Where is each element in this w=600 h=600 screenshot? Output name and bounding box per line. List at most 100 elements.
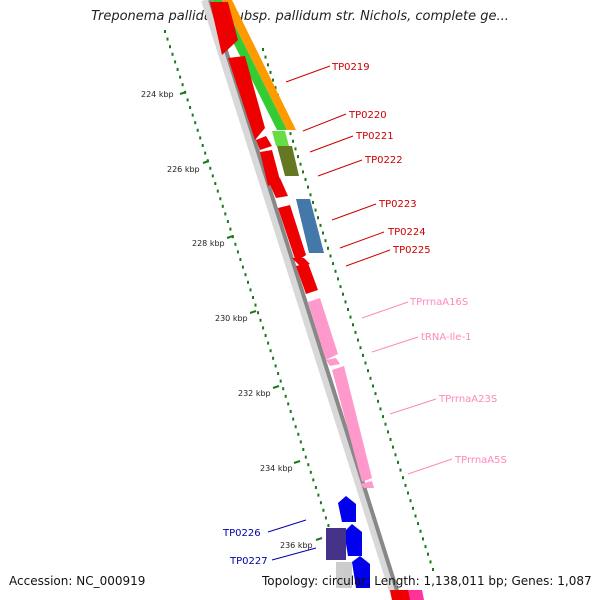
scale-dot xyxy=(262,326,265,330)
track-dot xyxy=(427,552,429,556)
steelblue-block xyxy=(296,199,324,253)
gray-gene xyxy=(336,562,352,588)
scale-ticks xyxy=(179,91,323,541)
scale-dot xyxy=(319,501,322,505)
gene-label-tprrnaa23s[interactable]: TPrrnaA23S xyxy=(438,394,497,405)
gene-label-tp0222[interactable]: TP0222 xyxy=(364,155,403,166)
scale-dot xyxy=(287,402,290,406)
scale-dot xyxy=(267,341,270,345)
gene-arrow xyxy=(278,205,306,262)
rrna-5s xyxy=(360,481,374,488)
scale-label: 234 kbp xyxy=(260,464,293,473)
scale-dot xyxy=(312,478,315,482)
track-dot xyxy=(309,193,312,197)
scale-labels: 224 kbp 226 kbp 228 kbp 230 kbp 232 kbp … xyxy=(141,90,313,550)
gene-label-tp0225[interactable]: TP0225 xyxy=(392,245,431,256)
track-dot xyxy=(392,445,394,449)
scale-dot xyxy=(194,121,197,125)
genome-backbone xyxy=(201,0,402,600)
bottom-bands xyxy=(390,590,412,600)
scale-dot xyxy=(199,136,202,140)
scale-dot xyxy=(304,455,307,459)
track-dot xyxy=(369,376,372,380)
gene-label-tp0220[interactable]: TP0220 xyxy=(348,110,387,121)
scale-dot xyxy=(166,37,169,41)
track-dot xyxy=(319,223,322,227)
scale-dot xyxy=(277,372,280,375)
track-dot xyxy=(432,568,434,571)
scale-dot xyxy=(171,52,174,56)
gene-label-tprrnaa16s[interactable]: TPrrnaA16S xyxy=(409,297,468,308)
scale-dot xyxy=(247,280,249,284)
gene-label-tp0227[interactable]: TP0227 xyxy=(229,556,268,567)
scale-dot xyxy=(309,470,312,474)
scale-dot xyxy=(314,486,317,489)
scale-dot xyxy=(174,60,177,64)
gene-arrow xyxy=(296,263,318,294)
track-dot xyxy=(349,315,352,319)
track-dot xyxy=(409,499,412,503)
scale-dot xyxy=(284,394,287,398)
gene-arrow xyxy=(210,2,238,55)
gene-label-tp0223[interactable]: TP0223 xyxy=(378,199,417,210)
orange-band xyxy=(222,0,296,130)
track-dot xyxy=(297,155,299,159)
track-dot xyxy=(387,430,389,434)
track-dot xyxy=(322,231,324,235)
scale-dot xyxy=(282,387,285,391)
track-dot xyxy=(269,70,272,74)
scale-dot xyxy=(196,128,199,132)
track-dot xyxy=(407,491,409,495)
track-dot xyxy=(304,178,307,181)
track-dot xyxy=(337,277,339,281)
track-dot xyxy=(404,483,407,487)
track-dot xyxy=(262,48,264,51)
gene-label-tp0219[interactable]: TP0219 xyxy=(331,62,370,73)
track-dot xyxy=(412,506,414,510)
track-dot xyxy=(384,422,387,426)
scale-dot xyxy=(224,212,227,216)
track-dot xyxy=(292,139,294,143)
scale-dot xyxy=(179,75,182,79)
gene-arrow xyxy=(268,178,288,198)
gene-label-trna-ile-1[interactable]: tRNA-Ile-1 xyxy=(421,332,471,343)
scale-dot xyxy=(169,45,171,49)
gene-label-tp0226[interactable]: TP0226 xyxy=(222,528,261,539)
gene-label-tprrnaa5s[interactable]: TPrrnaA5S xyxy=(454,455,507,466)
map-title: Treponema pallidum subsp. pallidum str. … xyxy=(91,9,509,24)
gene-label-tp0224[interactable]: TP0224 xyxy=(387,227,426,238)
track-dot xyxy=(399,468,402,472)
accession-text: Accession: NC_000919 xyxy=(9,574,146,588)
track-dot xyxy=(347,308,349,311)
gene-arrow xyxy=(228,56,265,140)
scale-dot xyxy=(294,425,297,429)
blue-gene xyxy=(338,496,356,522)
blue-gene xyxy=(352,556,370,588)
track-dot xyxy=(329,254,332,258)
scale-dot xyxy=(264,334,267,337)
track-dot xyxy=(389,438,392,441)
track-dot xyxy=(294,147,297,151)
track-dot xyxy=(302,170,304,174)
scale-dot xyxy=(327,524,330,527)
scale-dot xyxy=(211,174,214,178)
scale-dot xyxy=(259,318,262,322)
track-dot xyxy=(374,392,377,396)
scale-dot xyxy=(219,197,222,201)
scale-dot xyxy=(252,296,254,299)
gene-label-tp0221[interactable]: TP0221 xyxy=(355,131,394,142)
track-dot xyxy=(429,560,432,564)
scale-dot xyxy=(269,349,272,353)
track-dot xyxy=(324,239,327,243)
track-dot xyxy=(419,529,422,533)
scale-dot xyxy=(221,204,224,208)
scale-dot xyxy=(189,106,192,109)
track-dot xyxy=(307,185,309,189)
light-green-block xyxy=(272,131,289,146)
scale-dot xyxy=(249,288,252,292)
trna-ile xyxy=(326,358,340,366)
track-dot xyxy=(317,216,319,220)
track-dot xyxy=(402,476,404,480)
track-dot xyxy=(359,346,362,350)
